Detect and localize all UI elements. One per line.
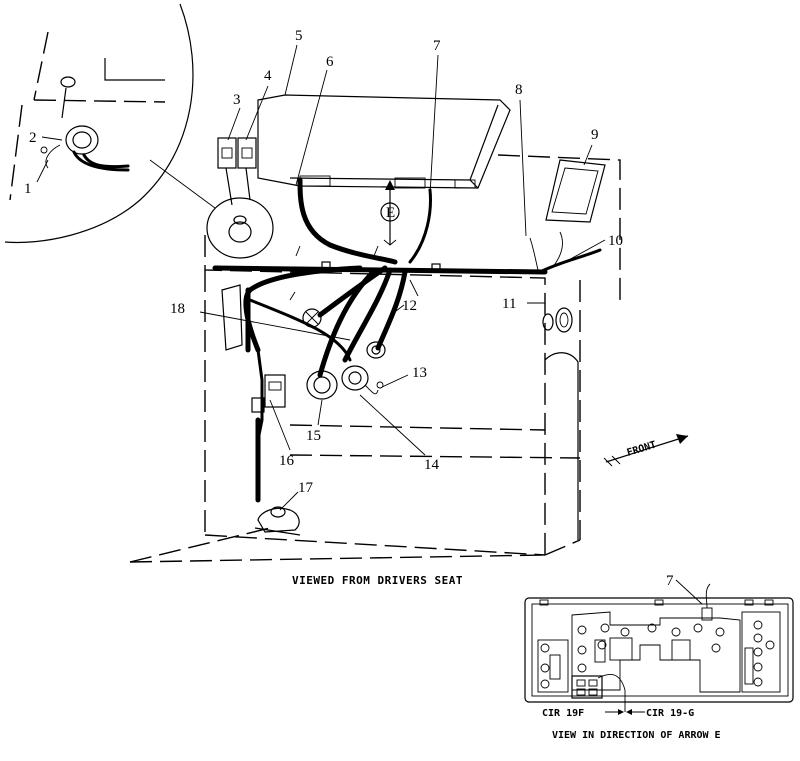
callout-6: 6 [326,54,334,70]
callout-7: 7 [433,38,441,54]
callout-15: 15 [306,428,321,444]
leader-lines [36,44,606,511]
cir-right-label: CIR 19-G [646,708,694,719]
callout-9: 9 [591,127,599,143]
callout-8: 8 [515,82,523,98]
magnified-detail-circle [4,3,216,244]
callout-10: 10 [608,233,623,249]
detail-inset: 7 CIR 19F CIR 19-G VIEW IN DIRECTION OF … [524,573,794,741]
arrow-e: E [380,180,400,246]
callout-18: 18 [170,301,185,317]
components-13-14-15 [306,365,384,400]
callout-13: 13 [412,365,427,381]
callout-4: 4 [264,68,272,84]
instrument-cluster-housing [257,94,511,189]
relays-16 [251,374,286,413]
main-caption: VIEWED FROM DRIVERS SEAT [292,574,463,587]
front-label: FRONT [626,440,658,459]
component-12 [366,341,386,359]
cab-outline [129,154,621,563]
detail-caption: VIEW IN DIRECTION OF ARROW E [552,730,721,741]
callout-5: 5 [295,28,303,44]
panel-9 [545,159,606,223]
callout-14: 14 [424,457,440,473]
bracket-18 [221,284,243,351]
callout-3: 3 [233,92,241,108]
arrow-e-label: E [386,205,395,221]
callout-12: 12 [402,298,417,314]
connectors-3-4 [217,137,257,206]
callout-1: 1 [24,181,32,197]
switch-detail-ring [206,197,274,259]
wiring-harness [212,177,602,503]
callout-2: 2 [29,130,37,146]
callout-numbers: 1 2 3 4 5 6 7 8 9 10 11 12 13 14 15 16 1… [24,28,623,496]
switch-17 [254,506,301,536]
inset-callout-7: 7 [666,573,674,589]
grommet [302,308,322,328]
callout-17: 17 [298,480,314,496]
cir-left-label: CIR 19F [542,708,584,719]
callout-16: 16 [279,453,295,469]
front-arrow: FRONT [603,434,689,467]
callout-11: 11 [502,296,516,312]
